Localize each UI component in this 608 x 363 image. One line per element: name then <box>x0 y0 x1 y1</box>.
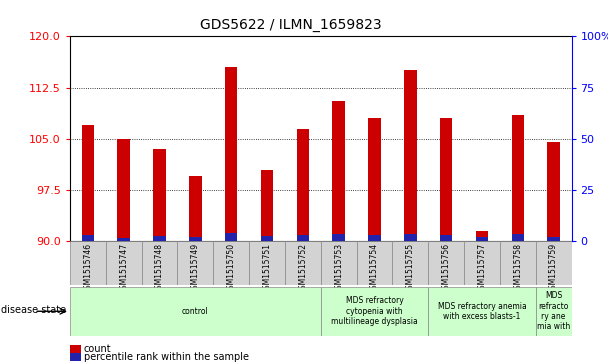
Bar <box>547 237 560 241</box>
Bar <box>297 129 309 241</box>
Bar <box>333 234 345 241</box>
Bar <box>404 70 416 241</box>
Bar <box>285 241 321 285</box>
Bar <box>368 118 381 241</box>
Bar <box>189 237 202 241</box>
Text: GSM1515746: GSM1515746 <box>83 243 92 294</box>
Bar <box>392 241 428 285</box>
Bar <box>475 231 488 241</box>
Text: disease state: disease state <box>1 305 66 315</box>
Text: MDS refractory anemia
with excess blasts-1: MDS refractory anemia with excess blasts… <box>438 302 527 321</box>
Bar <box>189 176 202 241</box>
Bar <box>70 287 321 336</box>
Text: GSM1515752: GSM1515752 <box>299 243 307 294</box>
Bar <box>321 241 356 285</box>
Text: GSM1515759: GSM1515759 <box>549 243 558 294</box>
Bar <box>464 241 500 285</box>
Bar <box>356 241 392 285</box>
Bar <box>511 234 524 241</box>
Bar <box>117 139 130 241</box>
Bar <box>261 170 273 241</box>
Bar <box>142 241 178 285</box>
Text: GSM1515754: GSM1515754 <box>370 243 379 294</box>
Bar <box>225 233 237 241</box>
Bar <box>536 241 572 285</box>
Bar <box>178 241 213 285</box>
Text: GSM1515751: GSM1515751 <box>263 243 272 294</box>
Bar <box>261 236 273 241</box>
Bar <box>153 149 166 241</box>
Bar <box>368 235 381 241</box>
Text: control: control <box>182 307 209 316</box>
Text: MDS
refracto
ry ane
mia with: MDS refracto ry ane mia with <box>537 291 570 331</box>
Bar <box>500 241 536 285</box>
Bar <box>440 235 452 241</box>
Bar <box>117 238 130 241</box>
Text: GSM1515750: GSM1515750 <box>227 243 236 294</box>
Bar <box>70 241 106 285</box>
Bar <box>321 287 428 336</box>
Text: MDS refractory
cytopenia with
multilineage dysplasia: MDS refractory cytopenia with multilinea… <box>331 296 418 326</box>
Text: GSM1515755: GSM1515755 <box>406 243 415 294</box>
Text: GSM1515758: GSM1515758 <box>513 243 522 294</box>
Bar <box>440 118 452 241</box>
Bar <box>249 241 285 285</box>
Bar <box>153 236 166 241</box>
Bar <box>81 125 94 241</box>
Text: percentile rank within the sample: percentile rank within the sample <box>84 352 249 362</box>
Bar <box>81 235 94 241</box>
Text: GSM1515756: GSM1515756 <box>441 243 451 294</box>
Bar <box>225 67 237 241</box>
Bar <box>428 241 464 285</box>
Bar <box>404 234 416 241</box>
Bar <box>511 115 524 241</box>
Bar <box>536 287 572 336</box>
Bar <box>428 287 536 336</box>
Bar <box>475 237 488 241</box>
Text: GSM1515753: GSM1515753 <box>334 243 343 294</box>
Bar <box>547 142 560 241</box>
Text: GSM1515748: GSM1515748 <box>155 243 164 294</box>
Text: count: count <box>84 344 111 354</box>
Title: GDS5622 / ILMN_1659823: GDS5622 / ILMN_1659823 <box>200 19 381 33</box>
Bar <box>106 241 142 285</box>
Bar <box>297 235 309 241</box>
Text: GSM1515757: GSM1515757 <box>477 243 486 294</box>
Text: GSM1515749: GSM1515749 <box>191 243 200 294</box>
Text: GSM1515747: GSM1515747 <box>119 243 128 294</box>
Bar <box>213 241 249 285</box>
Bar <box>333 101 345 241</box>
